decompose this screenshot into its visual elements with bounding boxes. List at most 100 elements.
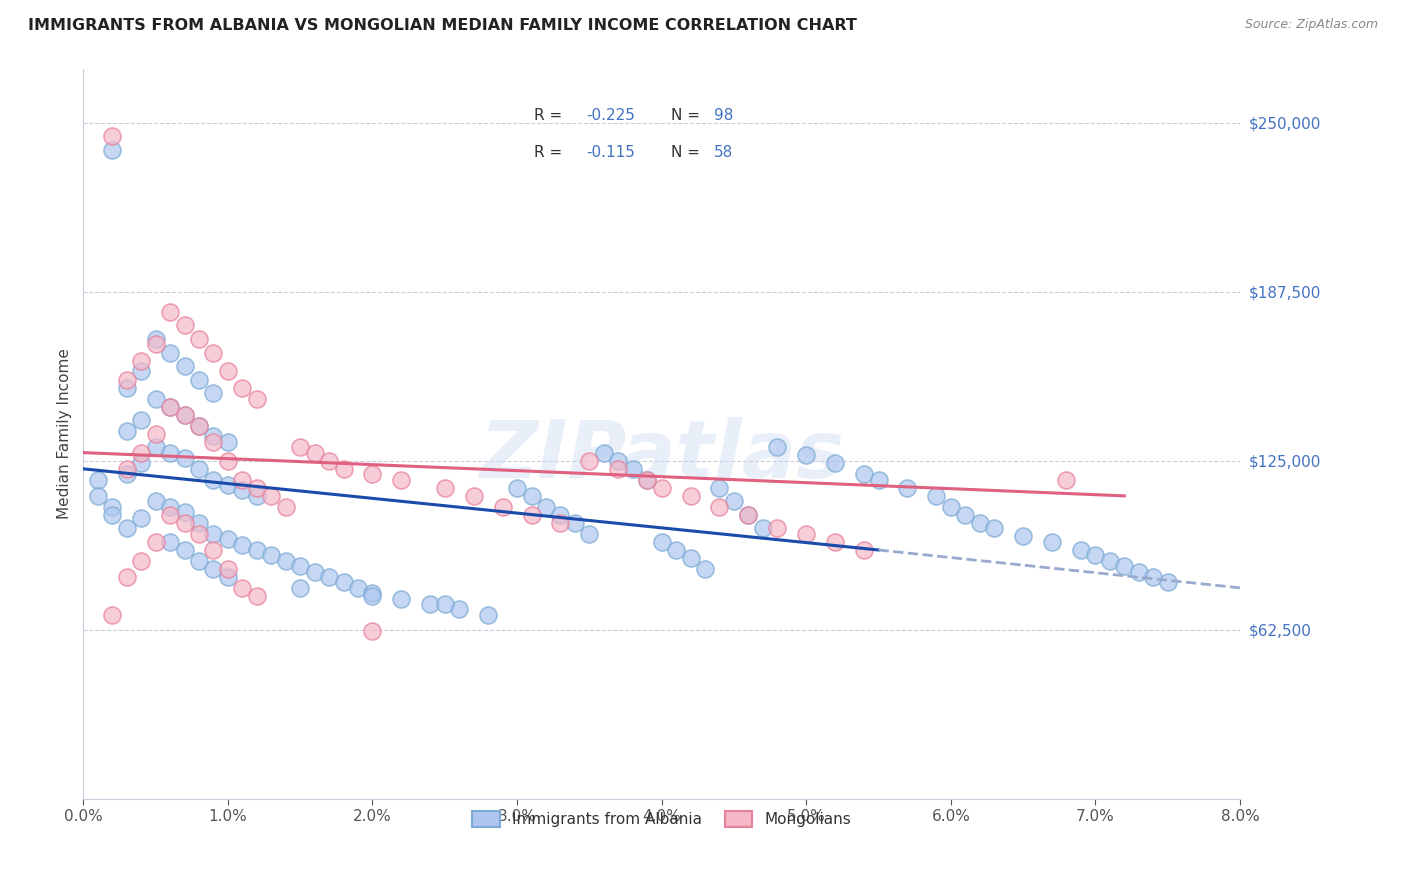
Point bbox=[853, 467, 876, 482]
Point bbox=[794, 526, 817, 541]
Point bbox=[173, 505, 195, 519]
Point bbox=[145, 440, 167, 454]
Point bbox=[173, 408, 195, 422]
Point bbox=[101, 143, 124, 157]
Point bbox=[173, 318, 195, 333]
Point bbox=[723, 494, 745, 508]
Y-axis label: Median Family Income: Median Family Income bbox=[58, 348, 72, 519]
Point bbox=[318, 570, 340, 584]
Point bbox=[853, 543, 876, 558]
Point bbox=[173, 543, 195, 558]
Point bbox=[766, 521, 789, 535]
Point bbox=[217, 532, 239, 546]
Point bbox=[449, 602, 471, 616]
Point bbox=[217, 434, 239, 449]
Point bbox=[939, 500, 962, 514]
Point bbox=[129, 510, 152, 524]
Point bbox=[87, 473, 110, 487]
Point bbox=[145, 392, 167, 406]
Point bbox=[188, 418, 211, 433]
Point bbox=[145, 337, 167, 351]
Point bbox=[145, 426, 167, 441]
Point bbox=[129, 353, 152, 368]
Point bbox=[651, 534, 673, 549]
Point bbox=[217, 562, 239, 576]
Point bbox=[332, 462, 354, 476]
Point bbox=[202, 386, 225, 401]
Point bbox=[361, 624, 384, 639]
Point bbox=[231, 538, 253, 552]
Point bbox=[550, 508, 572, 522]
Point bbox=[679, 551, 702, 566]
Text: 98: 98 bbox=[714, 109, 733, 123]
Point bbox=[983, 521, 1005, 535]
Text: IMMIGRANTS FROM ALBANIA VS MONGOLIAN MEDIAN FAMILY INCOME CORRELATION CHART: IMMIGRANTS FROM ALBANIA VS MONGOLIAN MED… bbox=[28, 18, 858, 33]
Point bbox=[607, 462, 630, 476]
Point bbox=[709, 500, 731, 514]
Point bbox=[217, 570, 239, 584]
Point bbox=[1084, 549, 1107, 563]
Point bbox=[159, 400, 181, 414]
Point bbox=[246, 543, 269, 558]
Point bbox=[578, 454, 600, 468]
Point bbox=[188, 516, 211, 530]
Point bbox=[246, 589, 269, 603]
Point bbox=[159, 508, 181, 522]
Point bbox=[578, 526, 600, 541]
Point bbox=[433, 597, 456, 611]
Point bbox=[1142, 570, 1164, 584]
Point bbox=[824, 534, 846, 549]
Point bbox=[679, 489, 702, 503]
Point bbox=[188, 526, 211, 541]
Point bbox=[145, 494, 167, 508]
Point bbox=[145, 534, 167, 549]
Point bbox=[188, 418, 211, 433]
Point bbox=[1012, 529, 1035, 543]
Point bbox=[246, 481, 269, 495]
Point bbox=[433, 481, 456, 495]
Point bbox=[202, 345, 225, 359]
Point bbox=[969, 516, 991, 530]
Point bbox=[389, 473, 412, 487]
Text: 58: 58 bbox=[714, 145, 733, 160]
Point bbox=[651, 481, 673, 495]
Point bbox=[955, 508, 977, 522]
Point bbox=[1157, 575, 1180, 590]
Point bbox=[389, 591, 412, 606]
Point bbox=[173, 450, 195, 465]
Point bbox=[217, 364, 239, 378]
Point bbox=[824, 457, 846, 471]
Point bbox=[173, 516, 195, 530]
Text: N =: N = bbox=[671, 145, 700, 160]
Point bbox=[621, 462, 644, 476]
Point bbox=[361, 467, 384, 482]
Point bbox=[1070, 543, 1092, 558]
Point bbox=[129, 413, 152, 427]
Point bbox=[925, 489, 948, 503]
Point bbox=[173, 359, 195, 373]
Point bbox=[129, 364, 152, 378]
Point bbox=[361, 589, 384, 603]
Point bbox=[246, 489, 269, 503]
Point bbox=[520, 508, 543, 522]
Point bbox=[129, 457, 152, 471]
Point bbox=[1040, 534, 1063, 549]
Point bbox=[794, 448, 817, 462]
Text: -0.115: -0.115 bbox=[586, 145, 636, 160]
Point bbox=[607, 454, 630, 468]
Point bbox=[520, 489, 543, 503]
Point bbox=[231, 381, 253, 395]
Point bbox=[288, 559, 311, 574]
Point bbox=[101, 500, 124, 514]
Point bbox=[1114, 559, 1136, 574]
Point bbox=[318, 454, 340, 468]
Point bbox=[129, 554, 152, 568]
Text: R =: R = bbox=[534, 145, 562, 160]
Point bbox=[463, 489, 485, 503]
Point bbox=[202, 434, 225, 449]
Point bbox=[202, 429, 225, 443]
Point bbox=[896, 481, 918, 495]
Text: R =: R = bbox=[534, 109, 562, 123]
Point bbox=[246, 392, 269, 406]
Point bbox=[737, 508, 759, 522]
